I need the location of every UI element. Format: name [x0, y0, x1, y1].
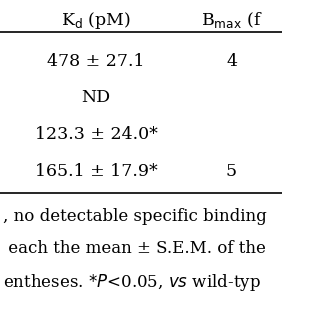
Text: B$_\mathrm{max}$ (f: B$_\mathrm{max}$ (f [201, 10, 262, 30]
Text: , no detectable specific binding: , no detectable specific binding [3, 208, 267, 225]
Text: 5: 5 [226, 163, 237, 180]
Text: K$_\mathrm{d}$ (pM): K$_\mathrm{d}$ (pM) [61, 10, 131, 31]
Text: entheses. $*P$<0.05, $vs$ wild-typ: entheses. $*P$<0.05, $vs$ wild-typ [3, 272, 261, 293]
Text: each the mean ± S.E.M. of the: each the mean ± S.E.M. of the [3, 240, 266, 257]
Text: 123.3 ± 24.0*: 123.3 ± 24.0* [35, 126, 157, 143]
Text: 165.1 ± 17.9*: 165.1 ± 17.9* [35, 163, 157, 180]
Text: ND: ND [82, 89, 111, 106]
Text: 478 ± 27.1: 478 ± 27.1 [47, 53, 145, 70]
Text: 4: 4 [226, 53, 237, 70]
